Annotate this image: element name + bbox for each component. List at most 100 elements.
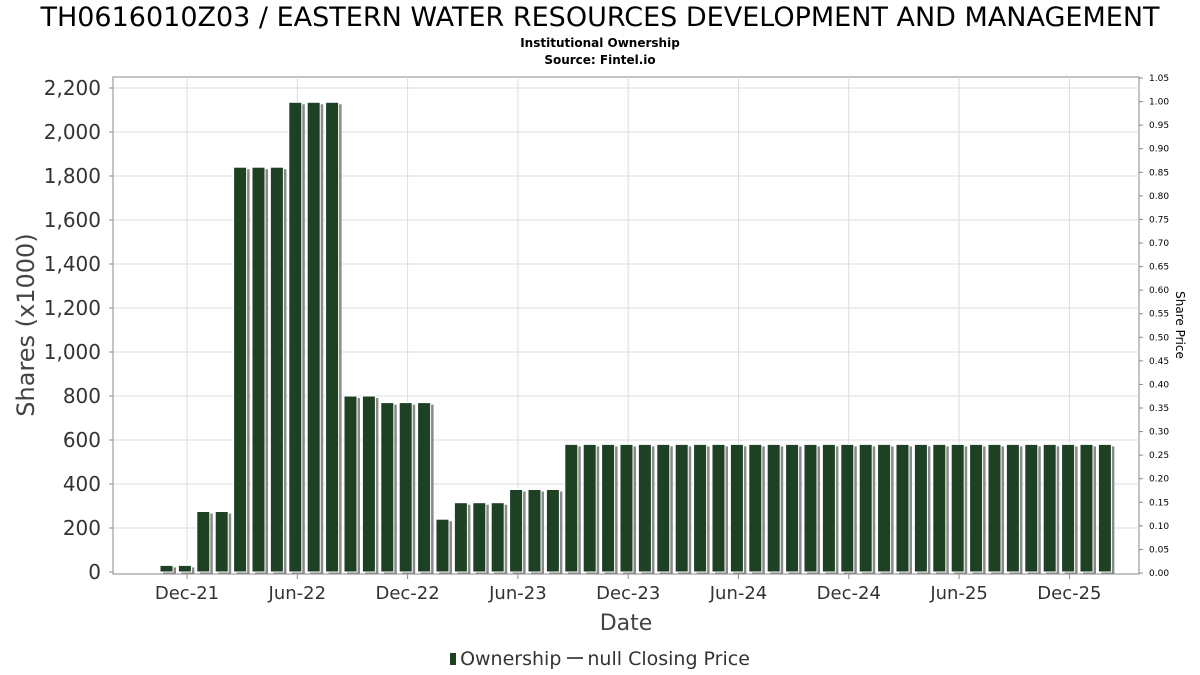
y2-tick-label: 0.70 [1149, 239, 1169, 249]
ownership-bar [637, 443, 652, 573]
y2-tick-label: 0.90 [1149, 145, 1169, 155]
ownership-bar [1061, 443, 1076, 573]
ownership-bar [748, 443, 763, 573]
ownership-bar [858, 443, 873, 573]
y-tick-label: 1,400 [44, 252, 101, 276]
y2-tick-label: 0.10 [1149, 522, 1169, 532]
x-tick-label: Jun-25 [929, 583, 988, 604]
x-tick-label: Jun-24 [709, 583, 768, 604]
ownership-bar [582, 443, 597, 573]
price-legend-label: null Closing Price [587, 648, 750, 670]
x-tick-label: Jun-22 [268, 583, 327, 604]
ownership-bar [1079, 443, 1094, 573]
x-tick-label: Jun-23 [488, 583, 547, 604]
ownership-bar [1024, 443, 1039, 573]
ownership-bar [343, 395, 358, 573]
ownership-bar [214, 511, 229, 573]
y-tick-label: 2,000 [44, 120, 101, 144]
ownership-bar [729, 443, 744, 573]
ownership-bar [711, 443, 726, 573]
ownership-bar [545, 489, 560, 573]
ownership-bar [601, 443, 616, 573]
y-tick-label: 400 [63, 472, 101, 496]
price-legend-swatch [567, 657, 584, 659]
ownership-bar [950, 443, 965, 573]
ownership-bar [177, 564, 192, 573]
y-tick-label: 600 [63, 428, 101, 452]
ownership-bar [306, 101, 321, 573]
ownership-bar [380, 402, 395, 573]
ownership-bar [196, 511, 211, 573]
ownership-bar [1042, 443, 1057, 573]
y2-tick-label: 0.40 [1149, 380, 1169, 390]
ownership-bar [435, 518, 450, 573]
y2-tick-label: 0.45 [1149, 357, 1169, 367]
ownership-bar [288, 101, 303, 573]
y-tick-label: 1,200 [44, 296, 101, 320]
ownership-bar [932, 443, 947, 573]
ownership-bar [840, 443, 855, 573]
x-tick-label: Dec-21 [155, 583, 219, 604]
y2-tick-label: 0.35 [1149, 404, 1169, 414]
y2-axis-label: Share Price [1173, 291, 1187, 359]
y2-tick-label: 1.00 [1149, 98, 1169, 108]
ownership-bar [472, 502, 487, 573]
ownership-bar [453, 502, 468, 573]
ownership-bar [564, 443, 579, 573]
ownership-bar [674, 443, 689, 573]
y2-tick-label: 0.65 [1149, 263, 1169, 273]
y2-tick-label: 0.20 [1149, 475, 1169, 485]
y2-axis-ticks: 0.00 0.05 0.10 0.15 0.20 0.25 0.30 0.35 0.40 0.45… [1139, 74, 1169, 579]
ownership-bar [509, 489, 524, 573]
ownership-bar [877, 443, 892, 573]
ownership-bar [619, 443, 634, 573]
y-tick-label: 1,000 [44, 340, 101, 364]
chart-subtitle: Institutional Ownership [520, 36, 680, 50]
ownership-legend-swatch [450, 653, 457, 665]
y2-tick-label: 0.95 [1149, 121, 1169, 131]
ownership-bar [233, 166, 248, 573]
ownership-bar [325, 101, 340, 573]
ownership-bar [527, 489, 542, 573]
ownership-bar [913, 443, 928, 573]
ownership-bar [987, 443, 1002, 573]
ownership-bar [417, 402, 432, 573]
ownership-bar [803, 443, 818, 573]
x-tick-label: Dec-22 [375, 583, 439, 604]
y2-tick-label: 0.60 [1149, 286, 1169, 296]
y-tick-label: 800 [63, 384, 101, 408]
y2-tick-label: 0.55 [1149, 310, 1169, 320]
ownership-bar [969, 443, 984, 573]
y2-tick-label: 0.75 [1149, 215, 1169, 225]
y2-tick-label: 0.30 [1149, 428, 1169, 438]
y-tick-label: 1,600 [44, 208, 101, 232]
y2-tick-label: 0.50 [1149, 333, 1169, 343]
ownership-bar [1005, 443, 1020, 573]
ownership-bar [785, 443, 800, 573]
y2-tick-label: 1.05 [1149, 74, 1169, 84]
y-tick-label: 1,800 [44, 164, 101, 188]
x-axis-label: Date [600, 611, 653, 636]
y-tick-label: 200 [63, 516, 101, 540]
y-tick-label: 2,200 [44, 76, 101, 100]
ownership-bar [159, 564, 174, 573]
x-tick-label: Dec-23 [596, 583, 660, 604]
x-tick-label: Dec-24 [817, 583, 881, 604]
y-tick-label: 0 [88, 560, 101, 584]
ownership-bar [656, 443, 671, 573]
ownership-legend-label: Ownership [460, 648, 562, 670]
x-tick-label: Dec-25 [1037, 583, 1101, 604]
ownership-bar [693, 443, 708, 573]
chart-source: Source: Fintel.io [544, 53, 656, 67]
bar-series [159, 101, 1115, 575]
ownership-bar [490, 502, 505, 573]
y2-tick-label: 0.85 [1149, 168, 1169, 178]
chart-title: TH0616010Z03 / EASTERN WATER RESOURCES D… [40, 2, 1160, 33]
y2-tick-label: 0.25 [1149, 451, 1169, 461]
y2-tick-label: 0.15 [1149, 498, 1169, 508]
ownership-bar [895, 443, 910, 573]
ownership-bar [398, 402, 413, 573]
ownership-bar [361, 395, 376, 573]
y2-tick-label: 0.00 [1149, 569, 1169, 579]
